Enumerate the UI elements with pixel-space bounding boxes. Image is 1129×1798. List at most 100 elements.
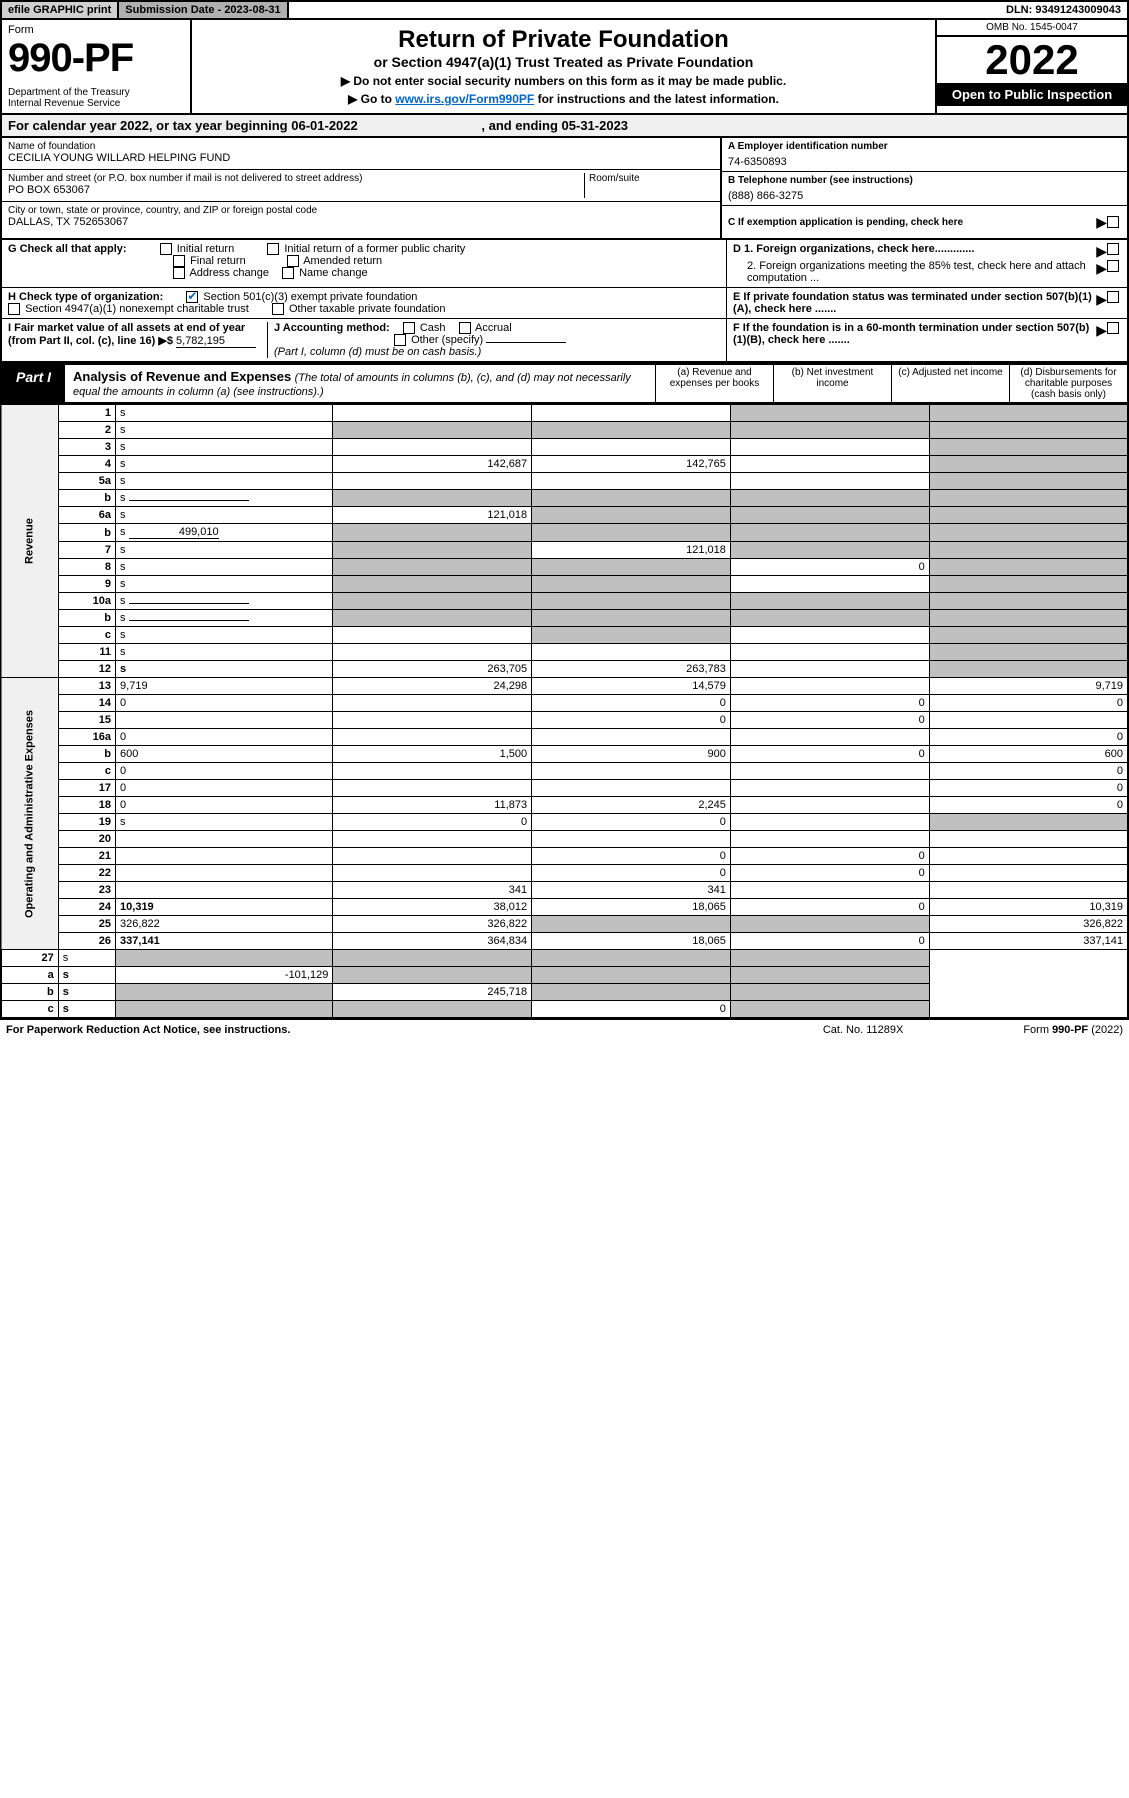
cell-amount: 0	[929, 729, 1128, 746]
j-section: J Accounting method: Cash Accrual Other …	[268, 322, 720, 358]
form-header: Form 990-PF Department of the Treasury I…	[0, 20, 1129, 115]
table-row: 140000	[1, 695, 1128, 712]
chk-amended[interactable]	[287, 255, 299, 267]
cell-amount	[333, 405, 532, 422]
chk-initial[interactable]	[160, 243, 172, 255]
cell-amount: 0	[730, 695, 929, 712]
chk-final[interactable]	[173, 255, 185, 267]
cell-amount: 121,018	[532, 542, 731, 559]
cell-shaded	[532, 559, 731, 576]
cell-amount: 10,319	[929, 899, 1128, 916]
cell-amount: 0	[730, 559, 929, 576]
cell-amount: 24,298	[333, 678, 532, 695]
form-word: Form	[8, 24, 184, 36]
e-checkbox[interactable]	[1107, 291, 1119, 303]
cell-amount	[532, 644, 731, 661]
d2-checkbox[interactable]	[1107, 260, 1119, 272]
cell-amount: 341	[532, 882, 731, 899]
chk-addr-change[interactable]	[173, 267, 185, 279]
line-number: b	[58, 490, 115, 507]
cell-shaded	[333, 490, 532, 507]
line-desc: s	[116, 559, 333, 576]
table-row: 5as	[1, 473, 1128, 490]
foundation-name: CECILIA YOUNG WILLARD HELPING FUND	[8, 152, 714, 164]
cell-shaded	[116, 1001, 333, 1019]
chk-accrual[interactable]	[459, 322, 471, 334]
arrow-icon: ▶	[1096, 322, 1107, 358]
line-desc	[116, 865, 333, 882]
line-desc: 600	[116, 746, 333, 763]
cell-amount	[333, 865, 532, 882]
irs-link[interactable]: www.irs.gov/Form990PF	[395, 92, 534, 106]
g-final: Final return	[190, 255, 246, 267]
side-label: Revenue	[1, 405, 58, 678]
g-section: G Check all that apply: Initial return I…	[2, 240, 727, 287]
cell-amount: 0	[532, 814, 731, 831]
cell-amount: 142,687	[333, 456, 532, 473]
e-section: E If private foundation status was termi…	[727, 288, 1127, 318]
dln: DLN: 93491243009043	[1000, 2, 1127, 18]
cell-amount	[532, 831, 731, 848]
tel-label: B Telephone number (see instructions)	[728, 175, 1121, 186]
part1-table: Revenue1s2s3s4s142,687142,7655asbs 6as12…	[0, 404, 1129, 1019]
line-desc: s	[116, 542, 333, 559]
cell-shaded	[532, 490, 731, 507]
cell-amount	[333, 763, 532, 780]
cell-amount: 0	[730, 746, 929, 763]
cell-amount: 263,705	[333, 661, 532, 678]
cell-shaded	[730, 542, 929, 559]
cell-amount	[730, 456, 929, 473]
cell-shaded	[730, 422, 929, 439]
line-number: 7	[58, 542, 115, 559]
cell-shaded	[532, 593, 731, 610]
line-number: 22	[58, 865, 115, 882]
cell-amount: 326,822	[333, 916, 532, 933]
line-number: 27	[1, 950, 58, 967]
cal-pre: For calendar year 2022, or tax year begi…	[8, 118, 291, 133]
cell-shaded	[333, 593, 532, 610]
cell-shaded	[532, 422, 731, 439]
cell-amount: 600	[929, 746, 1128, 763]
chk-other-method[interactable]	[394, 334, 406, 346]
line-desc: s 499,010	[116, 524, 333, 542]
other-specify[interactable]	[486, 342, 566, 343]
tax-year: 2022	[937, 37, 1127, 83]
i-section: I Fair market value of all assets at end…	[8, 322, 268, 358]
c-checkbox[interactable]	[1107, 216, 1119, 228]
identity-grid: Name of foundation CECILIA YOUNG WILLARD…	[0, 138, 1129, 240]
cell-amount: 0	[532, 1001, 731, 1019]
footer-right: Form 990-PF (2022)	[1023, 1024, 1123, 1036]
chk-501c3[interactable]	[186, 291, 198, 303]
table-row: 2100	[1, 848, 1128, 865]
f-checkbox[interactable]	[1107, 322, 1119, 334]
chk-initial-former[interactable]	[267, 243, 279, 255]
chk-4947[interactable]	[8, 303, 20, 315]
cell-shaded	[532, 576, 731, 593]
cell-amount	[333, 627, 532, 644]
chk-other-taxable[interactable]	[272, 303, 284, 315]
cell-amount	[333, 439, 532, 456]
line-number: c	[58, 763, 115, 780]
line-desc: s	[116, 490, 333, 507]
table-row: 2s	[1, 422, 1128, 439]
table-row: 26337,141364,83418,0650337,141	[1, 933, 1128, 950]
table-row: 19s00	[1, 814, 1128, 831]
cell-amount	[730, 576, 929, 593]
cell-amount: 0	[532, 865, 731, 882]
ein: 74-6350893	[728, 152, 1121, 168]
ein-label: A Employer identification number	[728, 141, 1121, 152]
j-accrual: Accrual	[475, 322, 512, 334]
chk-name-change[interactable]	[282, 267, 294, 279]
cell-shaded	[333, 610, 532, 627]
cell-shaded	[532, 627, 731, 644]
d1-checkbox[interactable]	[1107, 243, 1119, 255]
d2-label: 2. Foreign organizations meeting the 85%…	[733, 260, 1096, 284]
cell-shaded	[929, 405, 1128, 422]
chk-cash[interactable]	[403, 322, 415, 334]
cell-amount: 9,719	[929, 678, 1128, 695]
line-desc: s	[116, 473, 333, 490]
cell-amount: 121,018	[333, 507, 532, 524]
table-row: 2410,31938,01218,065010,319	[1, 899, 1128, 916]
efile-label[interactable]: efile GRAPHIC print	[2, 2, 119, 18]
cell-shaded	[333, 1001, 532, 1019]
